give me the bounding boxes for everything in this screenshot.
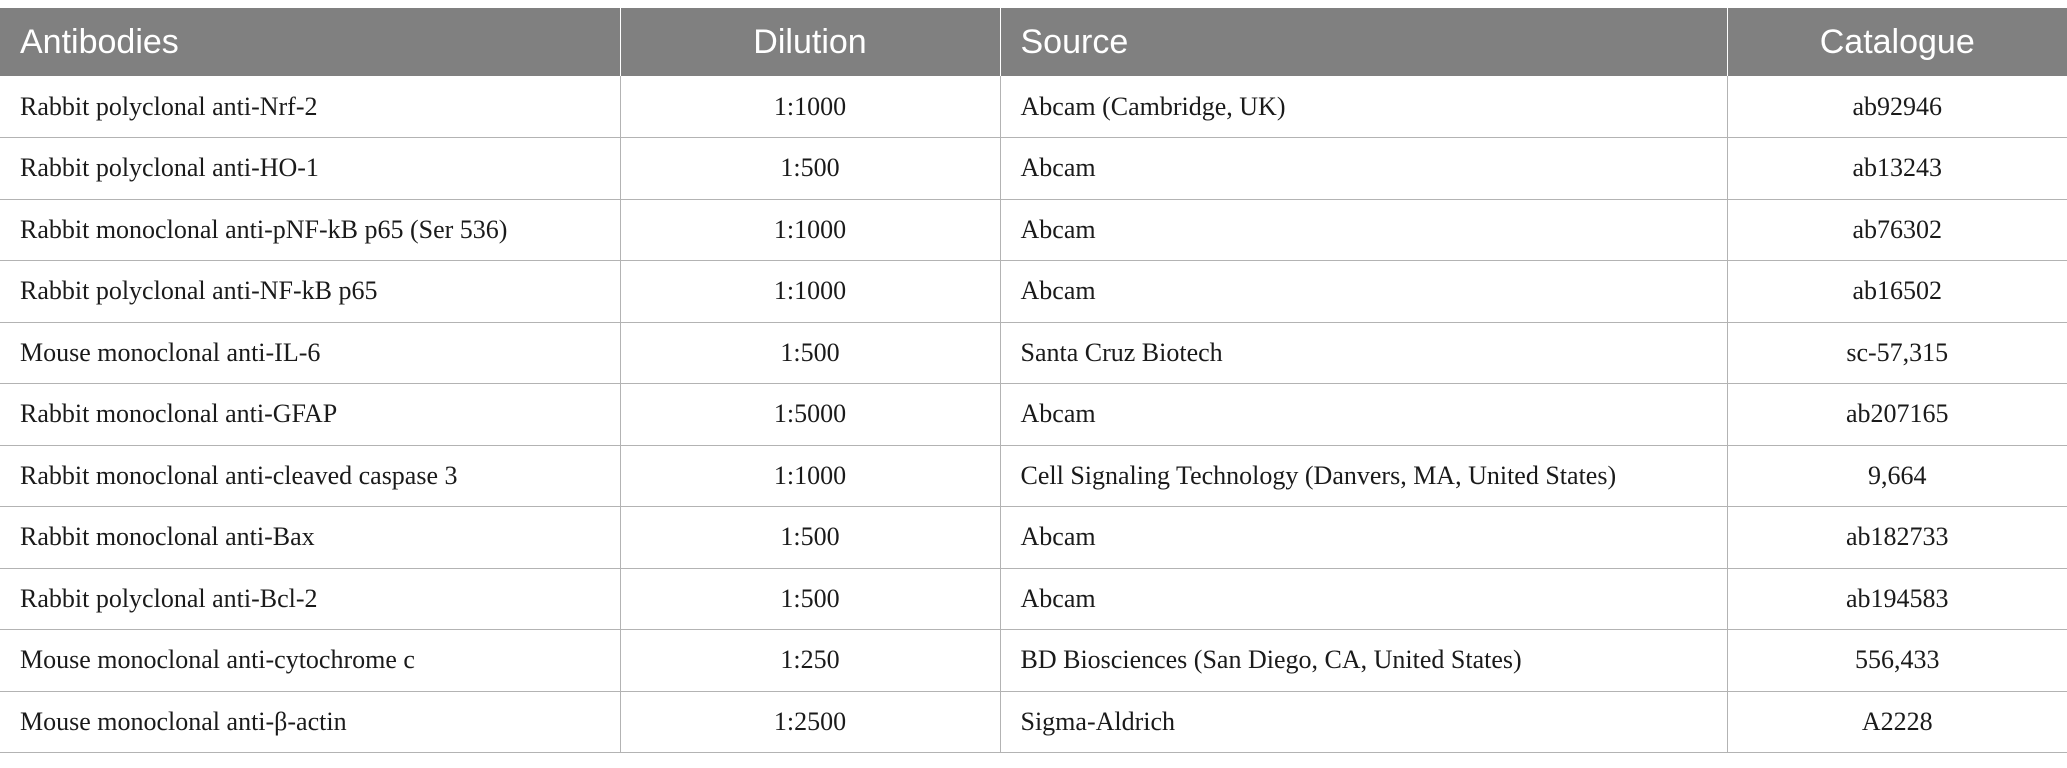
antibody-cell: Rabbit monoclonal anti-cleaved caspase 3 [0, 445, 621, 507]
source-cell: Sigma-Aldrich [1000, 691, 1728, 753]
table-row: Rabbit polyclonal anti-Bcl-2 1:500 Abcam ab… [0, 568, 2067, 630]
dilution-cell: 1:1000 [620, 76, 1001, 138]
dilution-cell: 1:500 [620, 137, 1001, 200]
antibody-cell: Rabbit polyclonal anti-Bcl-2 [0, 568, 621, 630]
source-cell: Abcam [1000, 383, 1728, 446]
dilution-cell: 1:2500 [620, 691, 1001, 753]
table-body: Rabbit polyclonal anti-Nrf-2 1:1000 Abcam … [0, 76, 2067, 753]
antibody-cell: Rabbit polyclonal anti-HO-1 [0, 137, 621, 200]
table-row: Rabbit polyclonal anti-Nrf-2 1:1000 Abcam … [0, 76, 2067, 138]
antibody-cell: Rabbit polyclonal anti-Nrf-2 [0, 76, 621, 138]
antibody-cell: Mouse monoclonal anti-β-actin [0, 691, 621, 753]
table-header: Antibodies Dilution Source Catalogue [0, 8, 2067, 76]
table-row: Rabbit monoclonal anti-pNF-kB p65 (Ser 5… [0, 199, 2067, 261]
dilution-cell: 1:250 [620, 629, 1001, 692]
catalogue-cell: ab207165 [1727, 383, 2067, 446]
catalogue-cell: A2228 [1727, 691, 2067, 753]
source-cell: Abcam [1000, 260, 1728, 323]
catalogue-cell: ab13243 [1727, 137, 2067, 200]
antibody-cell: Mouse monoclonal anti-cytochrome c [0, 629, 621, 692]
header-source: Source [1000, 8, 1728, 76]
catalogue-cell: 9,664 [1727, 445, 2067, 507]
table-row: Mouse monoclonal anti-β-actin 1:2500 Sigma… [0, 691, 2067, 753]
source-cell: Abcam [1000, 199, 1728, 261]
source-cell: Santa Cruz Biotech [1000, 322, 1728, 384]
catalogue-cell: sc-57,315 [1727, 322, 2067, 384]
source-cell: Abcam [1000, 568, 1728, 630]
catalogue-cell: ab194583 [1727, 568, 2067, 630]
catalogue-cell: ab76302 [1727, 199, 2067, 261]
antibody-cell: Rabbit monoclonal anti-Bax [0, 506, 621, 569]
catalogue-cell: 556,433 [1727, 629, 2067, 692]
antibody-cell: Rabbit polyclonal anti-NF-kB p65 [0, 260, 621, 323]
catalogue-cell: ab16502 [1727, 260, 2067, 323]
table-row: Rabbit monoclonal anti-GFAP 1:5000 Abcam ab… [0, 383, 2067, 446]
source-cell: Cell Signaling Technology (Danvers, MA, … [1000, 445, 1728, 507]
table-row: Mouse monoclonal anti-cytochrome c 1:250 B… [0, 629, 2067, 692]
header-antibodies: Antibodies [0, 8, 621, 76]
dilution-cell: 1:500 [620, 568, 1001, 630]
source-cell: Abcam [1000, 506, 1728, 569]
antibody-cell: Rabbit monoclonal anti-pNF-kB p65 (Ser 5… [0, 199, 621, 261]
antibody-table: Antibodies Dilution Source Catalogue Rab… [0, 8, 2067, 753]
source-cell: Abcam (Cambridge, UK) [1000, 76, 1728, 138]
header-catalogue: Catalogue [1819, 22, 1975, 61]
table-row: Mouse monoclonal anti-IL-6 1:500 Santa Cru… [0, 322, 2067, 384]
antibody-cell: Mouse monoclonal anti-IL-6 [0, 322, 621, 384]
catalogue-cell: ab92946 [1727, 76, 2067, 138]
source-cell: BD Biosciences (San Diego, CA, United St… [1000, 629, 1728, 692]
header-row: Antibodies Dilution Source Catalogue [0, 8, 2067, 76]
dilution-cell: 1:1000 [620, 199, 1001, 261]
dilution-cell: 1:1000 [620, 260, 1001, 323]
catalogue-cell: ab182733 [1727, 506, 2067, 569]
table-row: Rabbit monoclonal anti-Bax 1:500 Abcam ab18… [0, 506, 2067, 569]
antibody-table-container: Antibodies Dilution Source Catalogue Rab… [0, 8, 2067, 753]
dilution-cell: 1:1000 [620, 445, 1001, 507]
header-dilution: Dilution [620, 8, 1001, 76]
dilution-cell: 1:5000 [620, 383, 1001, 446]
table-row: Rabbit polyclonal anti-HO-1 1:500 Abcam ab1… [0, 137, 2067, 200]
table-row: Rabbit monoclonal anti-cleaved caspase 3… [0, 445, 2067, 507]
dilution-cell: 1:500 [620, 506, 1001, 569]
table-row: Rabbit polyclonal anti-NF-kB p65 1:1000 Ab… [0, 260, 2067, 323]
antibody-cell: Rabbit monoclonal anti-GFAP [0, 383, 621, 446]
dilution-cell: 1:500 [620, 322, 1001, 384]
source-cell: Abcam [1000, 137, 1728, 200]
